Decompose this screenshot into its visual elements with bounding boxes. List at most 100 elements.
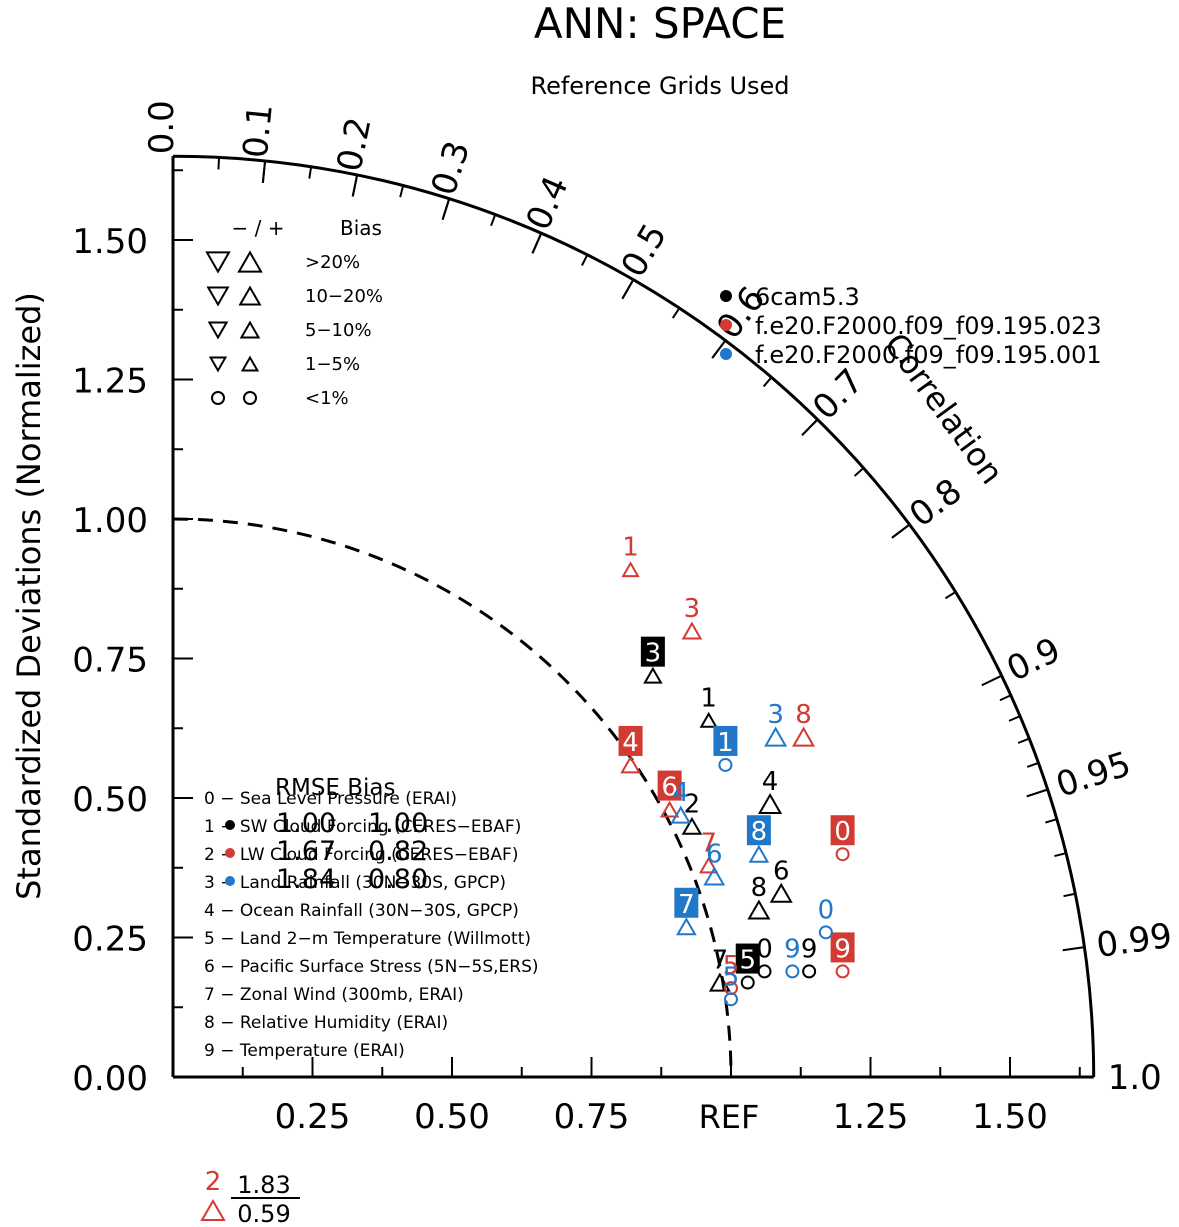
- bias-legend-up-triangle: [237, 250, 263, 273]
- data-point: 8: [746, 815, 771, 863]
- point-marker-triangle: [764, 726, 788, 747]
- point-label-box: [657, 770, 682, 801]
- bias-legend-circle-neg: [211, 391, 225, 405]
- point-marker-triangle: [659, 800, 680, 818]
- correlation-tick: [891, 523, 911, 539]
- ref-label: REF: [699, 1098, 760, 1136]
- data-point: 4: [757, 767, 783, 815]
- point-label-box: [674, 887, 699, 918]
- x-tick-label: 0.25: [275, 1097, 351, 1137]
- bias-legend-up-triangle: [238, 285, 262, 306]
- correlation-tick: [1026, 788, 1048, 798]
- point-label: 8: [751, 817, 768, 847]
- point-label: 9: [834, 934, 851, 964]
- point-label: 6: [661, 773, 678, 803]
- point-marker-circle: [757, 964, 772, 979]
- data-point: 1: [699, 683, 718, 728]
- point-marker-triangle: [703, 866, 726, 886]
- correlation-tick: [1045, 818, 1058, 824]
- chart-subtitle: Reference Grids Used: [530, 72, 789, 100]
- correlation-tick: [261, 160, 267, 183]
- outlier-std: 1.83: [237, 1171, 290, 1199]
- point-label: 1: [622, 533, 639, 563]
- variable-legend-item: 2 − LW Cloud Forcing (CERES−EBAF): [204, 845, 518, 865]
- x-tick-label: 1.25: [833, 1097, 909, 1137]
- correlation-tick: [531, 232, 543, 254]
- data-point: 1: [621, 533, 640, 578]
- data-point: 4: [618, 725, 643, 774]
- point-label: 9: [801, 934, 818, 964]
- variable-legend-item: 7 − Zonal Wind (300mb, ERAI): [204, 985, 464, 1005]
- rmse-row-dot: [225, 820, 235, 830]
- point-label: 7: [678, 890, 695, 920]
- point-marker-triangle: [757, 792, 783, 815]
- correlation-tick: [1054, 852, 1067, 858]
- correlation-tick: [308, 166, 313, 179]
- correlation-tick: [671, 307, 681, 319]
- point-label: 3: [684, 594, 701, 624]
- bias-value: 0.82: [368, 836, 428, 867]
- point-label: 4: [762, 767, 779, 797]
- outlier-note: 2 1.83 0.59: [200, 1167, 300, 1227]
- point-label-box: [735, 943, 760, 974]
- point-marker-circle: [818, 925, 833, 940]
- correlation-tick-label: 1.0: [1108, 1058, 1162, 1098]
- data-point: 6: [703, 840, 726, 886]
- correlation-tick-label: 0.0: [142, 100, 182, 154]
- point-label: 9: [784, 934, 801, 964]
- bias-legend-sign: − / +: [232, 216, 285, 240]
- plot-frame: 0.000.250.500.751.001.251.500.25 0.50 0.75…: [72, 100, 1174, 1137]
- correlation-tick-label: 0.3: [424, 136, 478, 200]
- point-marker-circle: [835, 847, 850, 862]
- point-marker-circle: [802, 964, 817, 979]
- variable-legend-item: 8 − Relative Humidity (ERAI): [204, 1013, 448, 1033]
- y-tick-label: 0.50: [72, 780, 148, 820]
- correlation-tick: [999, 694, 1012, 702]
- rmse-value: 1.84: [276, 864, 336, 895]
- point-label-box: [618, 725, 643, 756]
- y-tick-label: 0.75: [72, 641, 148, 681]
- point-marker-triangle: [769, 882, 793, 903]
- y-tick-label: 1.25: [72, 362, 148, 402]
- variable-legend-item: 6 − Pacific Surface Stress (5N−5S,ERS): [204, 957, 539, 977]
- correlation-tick: [944, 591, 957, 600]
- correlation-tick: [490, 214, 497, 227]
- x-tick-label: 0.50: [414, 1097, 490, 1137]
- point-marker-triangle: [698, 856, 719, 874]
- model-legend-label: f.e20.F2000.f09_f09.195.023: [755, 312, 1102, 340]
- point-marker-circle: [835, 964, 850, 979]
- y-tick-label: 0.00: [72, 1059, 148, 1099]
- correlation-tick-label: 0.1: [236, 102, 281, 160]
- correlation-arc: [172, 154, 1096, 1078]
- bias-legend-label: 10−20%: [305, 286, 383, 307]
- y-tick-label: 0.25: [72, 920, 148, 960]
- point-label: 6: [773, 856, 790, 886]
- model-legend-dot: [720, 290, 732, 302]
- data-point: 3: [764, 700, 788, 747]
- point-label: 5: [723, 962, 740, 992]
- point-label: 7: [700, 828, 717, 858]
- x-tick-label: 1.50: [972, 1097, 1048, 1137]
- bias-legend-label: <1%: [305, 388, 349, 409]
- point-marker-triangle: [681, 816, 703, 835]
- correlation-tick-label: 0.2: [330, 114, 380, 175]
- point-label: 4: [622, 728, 639, 758]
- bias-value: 1.00: [368, 808, 428, 839]
- point-marker-triangle: [681, 621, 703, 640]
- correlation-tick: [981, 674, 1003, 687]
- correlation-tick: [1017, 737, 1030, 744]
- correlation-tick: [399, 185, 405, 198]
- bias-legend-label: 1−5%: [305, 354, 360, 375]
- correlation-tick: [621, 279, 635, 300]
- correlation-tick-label: 0.95: [1051, 744, 1135, 806]
- correlation-tick: [711, 339, 727, 359]
- point-label: 6: [706, 840, 723, 870]
- outlier-triangle-marker: [200, 1199, 226, 1221]
- variable-legend-item: 4 − Ocean Rainfall (30N−30S, GPCP): [204, 901, 519, 921]
- model-legend-dot: [720, 319, 732, 331]
- point-label: 8: [795, 700, 812, 730]
- rmse-value: 1.67: [276, 836, 336, 867]
- variable-legend-item: 1 − SW Cloud Forcing (CERES−EBAF): [204, 817, 521, 837]
- correlation-tick: [441, 198, 451, 220]
- bias-legend-down-triangle: [206, 286, 230, 307]
